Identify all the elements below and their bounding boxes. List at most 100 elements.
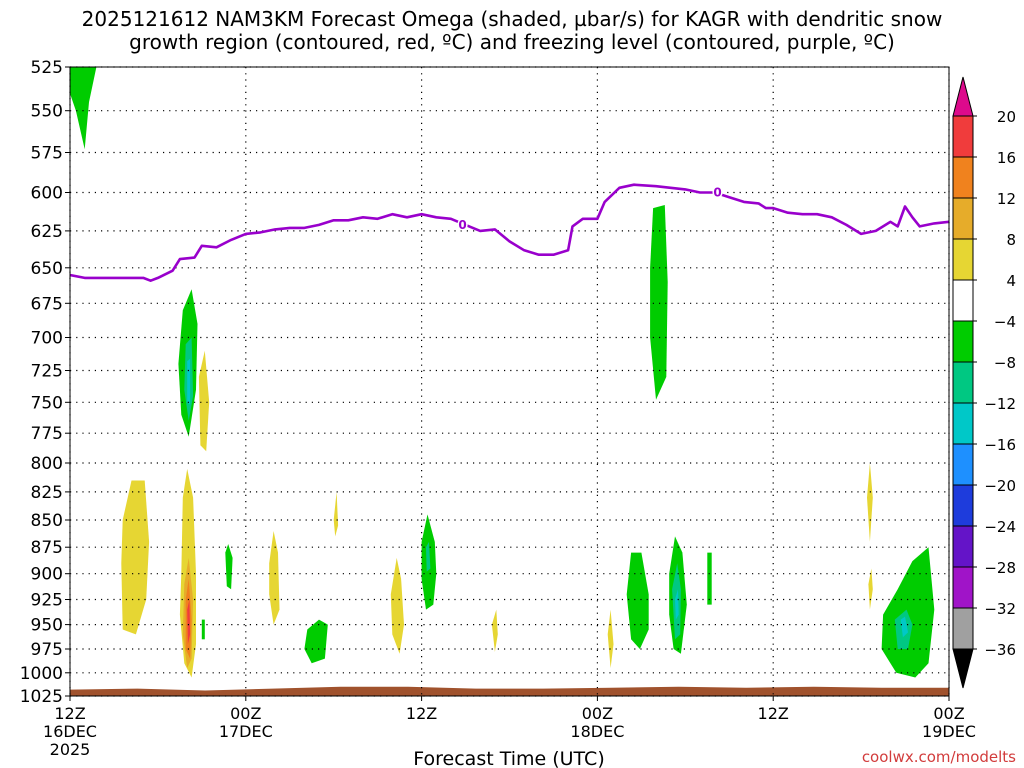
colorbar-bottom-triangle [952,648,974,689]
y-tick-label: 925 [31,591,63,611]
omega-region [491,609,498,652]
omega-region [607,609,614,669]
colorbar-label: 12 [997,190,1016,208]
y-tick-label: 600 [31,184,63,204]
colorbar-top-triangle [952,76,974,117]
y-tick-label: 700 [31,329,63,349]
ground-surface [70,686,949,696]
colorbar-bin [952,525,974,568]
y-tick-label: 950 [31,616,63,636]
omega-region [675,589,679,620]
omega-region [198,350,210,452]
y-tick-label: 850 [31,511,63,531]
omega-region [304,619,328,664]
x-tick-label: 17DEC [219,722,273,741]
omega-region [426,541,431,572]
omega-region [225,544,233,590]
x-tick-label: 19DEC [922,722,976,741]
y-tick-label: 725 [31,362,63,382]
omega-region [70,67,97,150]
y-tick-label: 650 [31,259,63,279]
colorbar-bin [952,115,974,158]
colorbar-bin [952,197,974,240]
colorbar-bin [952,402,974,445]
omega-region [868,568,873,610]
x-tick-label: 18DEC [570,722,624,741]
omega-region [121,480,150,635]
y-tick-label: 900 [31,565,63,585]
colorbar-bin [952,566,974,609]
chart-title-line-1: 2025121612 NAM3KM Forecast Omega (shaded… [81,7,943,31]
colorbar-bin [952,361,974,404]
colorbar-label: −32 [984,600,1016,618]
colorbar-bin [952,607,974,650]
colorbar-label: −12 [984,395,1016,413]
y-tick-label: 675 [31,294,63,314]
credit-text: coolwx.com/modelts [862,748,1016,766]
omega-region [201,619,205,640]
colorbar-bin [952,156,974,199]
omega-region [626,552,649,649]
grid-lines [69,66,950,697]
y-tick-label: 550 [31,102,63,122]
colorbar-bin [952,484,974,527]
x-tick-label: 00Z [582,704,613,723]
plot-frame [69,66,950,697]
y-tick-label: 525 [31,58,63,78]
colorbar-bin [952,279,974,322]
omega-region [881,547,935,678]
x-tick-label: 2025 [50,740,91,759]
omega-region [187,599,191,645]
omega-shading [70,67,949,696]
colorbar-label: −16 [984,436,1016,454]
colorbar-label: −36 [984,641,1016,659]
y-tick-label: 775 [31,424,63,444]
x-tick-label: 00Z [933,704,964,723]
y-tick-label: 975 [31,640,63,660]
y-tick-label: 800 [31,454,63,474]
omega-region [707,552,712,605]
y-tick-label: 875 [31,538,63,558]
y-tick-label: 625 [31,222,63,242]
colorbar-label: −28 [984,559,1016,577]
freezing-level-label: 0 [458,218,466,232]
x-tick-label: 12Z [406,704,437,723]
x-tick-label: 00Z [230,704,261,723]
y-tick-label: 750 [31,393,63,413]
colorbar: 20 16 12 8 4 −4 −8 −12 −16 −20 −24 −28 −32 −36 [952,76,1016,689]
colorbar-label: −20 [984,477,1016,495]
colorbar-label: 4 [1006,272,1016,290]
omega-region [333,491,339,537]
colorbar-bin [952,443,974,486]
colorbar-label: −24 [984,518,1016,536]
y-tick-label: 1025 [20,687,63,707]
colorbar-bin [952,238,974,281]
omega-region [390,557,404,654]
omega-region [867,463,873,542]
colorbar-label: −4 [994,313,1016,331]
omega-region [269,531,280,625]
plot-background [70,67,949,696]
colorbar-label: 16 [997,149,1016,167]
y-tick-label: 825 [31,483,63,503]
x-axis-label: Forecast Time (UTC) [413,748,604,768]
x-tick-label: 12Z [54,704,85,723]
chart-title-line-2: growth region (contoured, red, ºC) and f… [129,30,895,54]
omega-region [900,616,908,638]
colorbar-label: 20 [997,108,1016,126]
colorbar-label: −8 [994,354,1016,372]
y-axis: 525 550 575 600 625 650 675 700 725 750 775 800 825 8… [20,58,70,707]
freezing-level-line [70,183,949,283]
colorbar-label: 8 [1006,231,1016,249]
omega-region [650,205,668,400]
freezing-level-label: 0 [713,186,721,200]
y-tick-label: 575 [31,144,63,164]
omega-region [187,358,191,405]
freezing-level-contour: 00 [70,183,949,283]
x-tick-label: 16DEC [43,722,97,741]
colorbar-bin [952,320,974,363]
y-tick-label: 1000 [20,664,63,684]
x-tick-label: 12Z [758,704,789,723]
